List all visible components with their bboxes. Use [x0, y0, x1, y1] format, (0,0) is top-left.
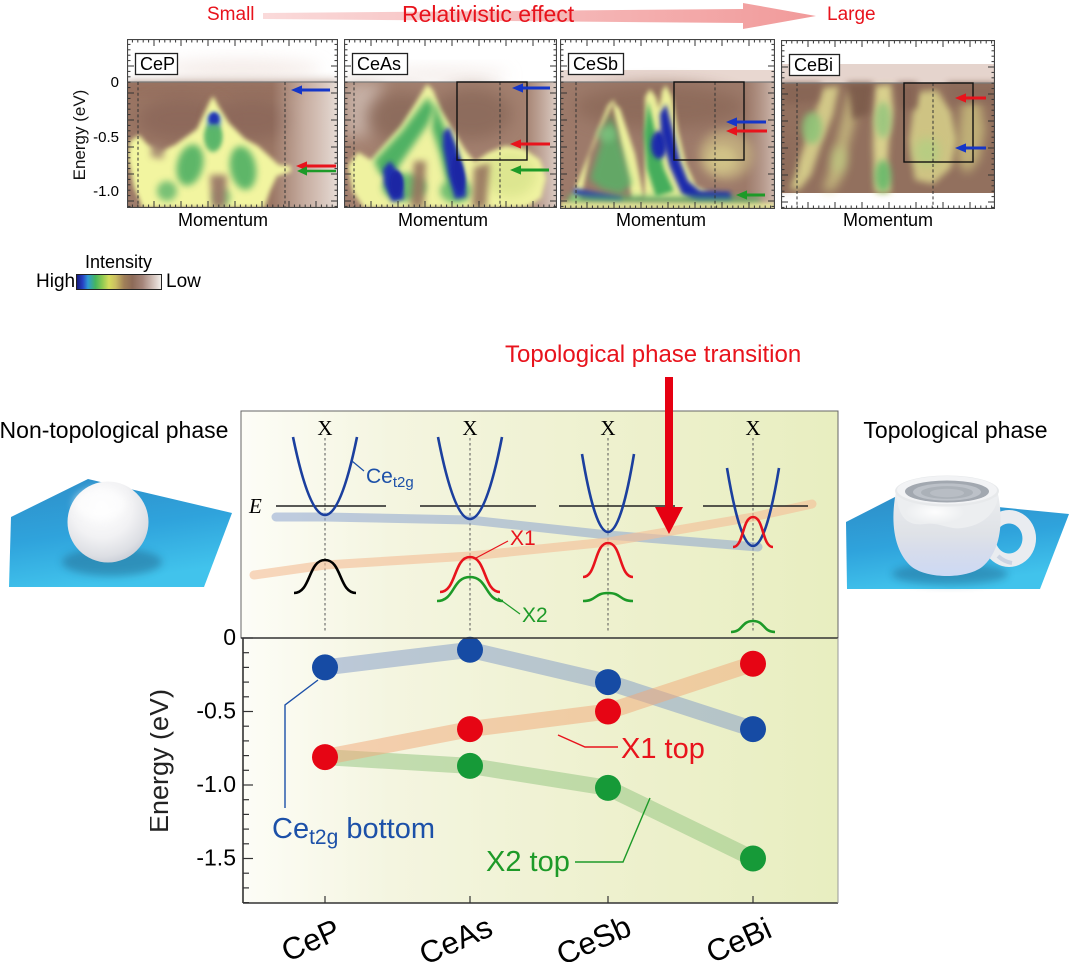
- svg-text:-1.5: -1.5: [196, 845, 236, 871]
- svg-text:CeBi: CeBi: [701, 911, 777, 962]
- svg-text:X: X: [745, 416, 760, 440]
- svg-text:Cet2g bottom: Cet2g bottom: [272, 813, 435, 849]
- svg-text:X: X: [462, 416, 477, 440]
- svg-text:X1: X1: [510, 527, 536, 550]
- svg-text:CeP: CeP: [276, 912, 345, 962]
- svg-text:-1.0: -1.0: [196, 771, 236, 797]
- svg-text:0: 0: [223, 624, 236, 650]
- svg-text:CeAs: CeAs: [414, 909, 497, 962]
- svg-text:Energy (eV): Energy (eV): [150, 689, 174, 833]
- svg-text:X1 top: X1 top: [621, 733, 705, 765]
- svg-text:-0.5: -0.5: [196, 698, 236, 724]
- svg-text:X2 top: X2 top: [486, 846, 570, 878]
- svg-text:CeBi: CeBi: [794, 55, 833, 75]
- svg-text:CeSb: CeSb: [573, 54, 618, 74]
- svg-text:CeAs: CeAs: [357, 54, 401, 74]
- svg-text:CeP: CeP: [140, 54, 175, 74]
- svg-text:X: X: [317, 416, 332, 440]
- svg-text:CeSb: CeSb: [551, 909, 636, 962]
- svg-text:Cet2g: Cet2g: [366, 465, 414, 491]
- svg-text:E: E: [248, 494, 262, 518]
- svg-text:X2: X2: [522, 604, 548, 627]
- svg-text:X: X: [600, 416, 615, 440]
